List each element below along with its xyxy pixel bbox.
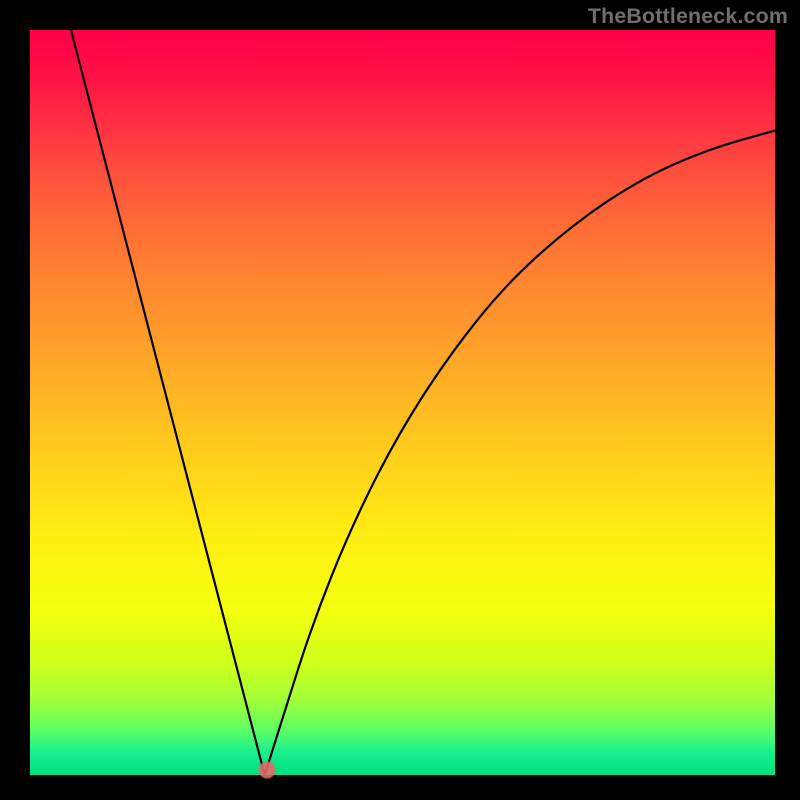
plot-area [30,30,775,775]
curve-path [71,30,775,775]
curve-layer [30,30,775,775]
watermark-text: TheBottleneck.com [588,4,788,29]
minimum-marker [258,761,275,778]
chart-frame: TheBottleneck.com [0,0,800,800]
